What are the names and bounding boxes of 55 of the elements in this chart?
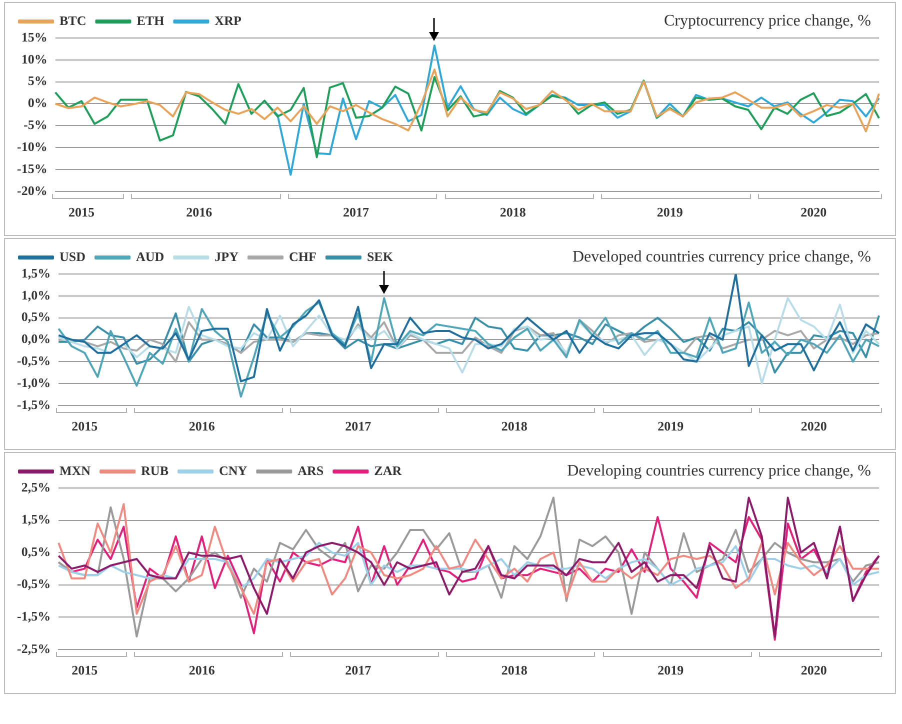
y-tick-label: -20%	[16, 182, 48, 198]
y-tick-label: -0,5%	[16, 576, 51, 592]
y-tick-label: -1,0%	[16, 374, 51, 390]
x-tick-label: 2019	[656, 204, 684, 220]
y-tick-label: 2,5%	[21, 479, 51, 494]
y-tick-label: 1,5%	[21, 265, 51, 280]
chart-title: Developed countries currency price change, %	[572, 248, 871, 266]
y-tick-label: 1,5%	[21, 512, 51, 527]
legend-label: RUB	[141, 462, 169, 478]
legend-label: SEK	[366, 248, 394, 264]
x-tick-label: 2015	[72, 662, 98, 678]
legend-label: MXN	[60, 462, 92, 478]
x-tick-label: 2016	[188, 662, 216, 678]
x-tick-label: 2018	[501, 418, 528, 434]
y-tick-label: 0,5%	[21, 309, 51, 324]
y-tick-label: 0,5%	[21, 544, 51, 559]
legend-label: ETH	[136, 12, 164, 28]
x-tick-label: 2020	[800, 662, 827, 678]
x-tick-label: 2020	[800, 204, 827, 220]
x-tick-label: 2016	[188, 418, 216, 434]
y-tick-label: 10%	[21, 51, 48, 66]
legend-label: BTC	[60, 12, 86, 28]
x-tick-label: 2019	[658, 418, 684, 434]
y-tick-label: -0,5%	[16, 352, 51, 368]
y-tick-label: 5%	[28, 73, 48, 88]
x-tick-label: 2015	[72, 418, 98, 434]
x-tick-label: 2019	[658, 662, 684, 678]
y-tick-label: 0%	[28, 95, 48, 110]
legend-label: CNY	[218, 462, 248, 478]
y-tick-label: -2,5%	[16, 640, 51, 656]
y-tick-label: 1,0%	[21, 287, 51, 302]
legend-label: XRP	[214, 12, 242, 28]
y-tick-label: 15%	[21, 29, 48, 44]
chart-title: Cryptocurrency price change, %	[664, 12, 871, 30]
y-tick-label: 0,0%	[21, 331, 51, 346]
y-tick-label: -10%	[16, 138, 48, 154]
x-tick-label: 2017	[345, 662, 372, 678]
legend-label: USD	[60, 248, 86, 264]
chart-title: Developing countries currency price change, %	[567, 462, 871, 480]
legend-label: CHF	[289, 248, 316, 264]
legend-label: ZAR	[374, 462, 402, 478]
x-tick-label: 2020	[800, 418, 827, 434]
legend-label: AUD	[136, 248, 164, 264]
x-tick-label: 2016	[186, 204, 213, 220]
y-tick-label: -5%	[23, 117, 48, 132]
x-tick-label: 2018	[501, 662, 528, 678]
x-tick-label: 2018	[500, 204, 526, 220]
y-tick-label: -1,5%	[16, 608, 51, 624]
x-tick-label: 2017	[345, 418, 372, 434]
x-tick-label: 2017	[343, 204, 370, 220]
legend-label: ARS	[298, 462, 324, 478]
x-tick-label: 2015	[68, 204, 95, 220]
y-tick-label: -15%	[16, 160, 48, 176]
y-tick-label: -1,5%	[16, 396, 51, 412]
legend-label: JPY	[214, 248, 240, 264]
